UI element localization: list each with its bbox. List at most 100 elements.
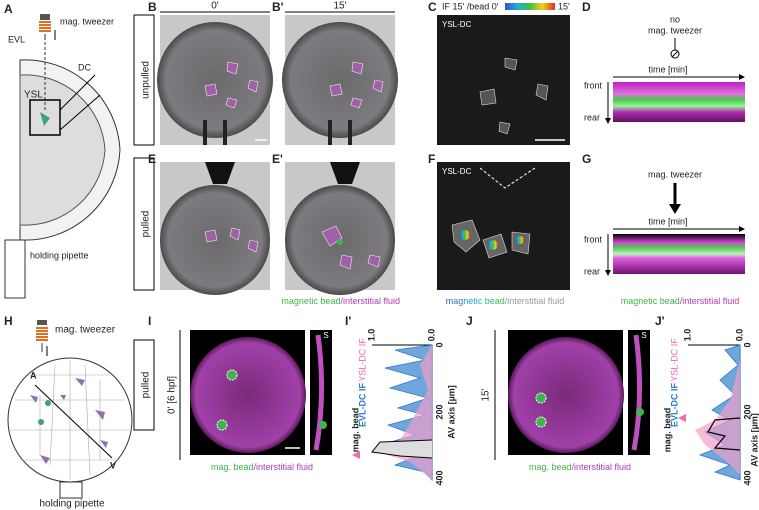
pipette	[223, 120, 227, 145]
row-label: unpulled	[141, 61, 152, 99]
panel-label: B	[148, 0, 157, 14]
side-profile	[313, 334, 325, 451]
front-label: front	[584, 234, 603, 244]
yolk	[19, 74, 106, 226]
panel-label: D	[582, 0, 591, 14]
holding-pipette	[4, 239, 26, 299]
side-label: S	[323, 331, 328, 340]
row-label: pulled	[141, 211, 152, 238]
bead	[319, 421, 327, 429]
if-regions	[479, 57, 549, 135]
text: /interstitial fluid	[254, 462, 314, 472]
tick-label: 400	[434, 470, 444, 485]
embryo-image	[157, 22, 273, 138]
bead-profile	[707, 417, 741, 451]
text: magnetic bead	[281, 296, 340, 306]
front-label: front	[584, 80, 603, 90]
arrowhead	[669, 204, 681, 214]
tweezer-coil	[39, 21, 51, 32]
pipette	[328, 120, 332, 145]
arrowhead	[605, 270, 611, 276]
bead	[38, 419, 44, 425]
text: /interstitial fluid	[505, 296, 565, 306]
time-label: 0'	[211, 1, 219, 12]
colorbar	[505, 3, 555, 10]
tweezer-tip	[205, 162, 235, 184]
caption: mag. bead/interstitial fluid	[529, 462, 631, 472]
time-label: 15'	[333, 1, 346, 12]
condition: mag. tweezer	[648, 25, 702, 35]
axis-label: AV axis [µm]	[446, 385, 456, 439]
legend-evl: EVL-DC IF	[669, 382, 679, 427]
panel-label: J'	[655, 314, 665, 328]
caption: mag. bead/interstitial fluid	[211, 462, 313, 472]
row-box	[133, 157, 155, 291]
holding-pipette	[59, 481, 83, 499]
av-axis	[34, 384, 113, 459]
if-regions	[321, 225, 381, 270]
if-patches	[30, 378, 108, 464]
tweezer-handle	[37, 320, 47, 325]
time-label: 15'	[481, 388, 492, 401]
panel-label: I'	[345, 314, 351, 328]
colorbar-title: IF 15' /bead 0'	[442, 1, 499, 11]
text: /interstitial fluid	[680, 296, 740, 306]
pipette	[348, 120, 352, 145]
embryo-image	[190, 337, 306, 453]
tweezer-handle	[40, 14, 50, 20]
x-axis-label: time [min]	[648, 64, 687, 74]
tick-label: 0	[434, 342, 444, 347]
rear-label: rear	[584, 112, 600, 122]
vegetal-pole: V	[110, 460, 116, 470]
legend-ysl: YSL-DC IF	[357, 338, 367, 382]
tick-label: 200	[742, 404, 752, 419]
pipette-label: holding pipette	[39, 499, 104, 510]
x-axis-label: time [min]	[648, 216, 687, 226]
text: /interstitial fluid	[572, 462, 632, 472]
embryo-image	[508, 337, 624, 453]
condition: no	[670, 14, 680, 24]
caption: magnetic bead/interstitial fluid	[446, 296, 565, 306]
text: /interstitial fluid	[340, 296, 400, 306]
time-label: 0' [6 hpf]	[167, 376, 178, 414]
pipette	[203, 120, 207, 145]
row-box	[133, 339, 155, 431]
arrowhead	[605, 118, 611, 124]
panel-label: E	[148, 152, 156, 166]
if-regions	[204, 61, 259, 109]
legend-evl: EVL-DC IF	[357, 382, 367, 427]
caption: magnetic bead/interstitial fluid	[621, 296, 740, 306]
bead	[40, 112, 50, 126]
rear-label: rear	[584, 266, 600, 276]
pointer	[59, 94, 101, 131]
colorbar-end: 15'	[558, 1, 570, 11]
bead	[337, 239, 343, 245]
panel-label: F	[428, 152, 435, 166]
bead	[226, 369, 238, 381]
bead	[636, 408, 644, 416]
pipette-label: holding pipette	[30, 250, 89, 260]
bead	[535, 416, 547, 428]
legend-bead: mag. bead	[350, 408, 360, 453]
side-label: S	[641, 331, 646, 340]
beads	[460, 230, 524, 250]
arrowhead	[739, 74, 745, 80]
tick-label: 1.0	[682, 329, 692, 342]
condition: mag. tweezer	[648, 169, 702, 179]
region-label: YSL-DC	[442, 167, 472, 176]
axis-label: AV axis [µm]	[749, 413, 759, 467]
no-icon	[671, 50, 679, 58]
cells	[10, 360, 130, 480]
panel-label: H	[4, 314, 13, 328]
tick-label: 0.0	[734, 329, 744, 342]
region-label: YSL-DC	[442, 20, 472, 29]
panel-label: B'	[272, 0, 284, 14]
legend-bead: mag. bead	[662, 408, 672, 453]
panel-label: E'	[272, 152, 283, 166]
marker	[352, 451, 360, 459]
tweezer-coil	[36, 327, 48, 341]
tweezer-tip	[330, 162, 360, 184]
panel-label: G	[582, 152, 591, 166]
bead	[535, 392, 547, 404]
legend-ysl: YSL-DC IF	[669, 338, 679, 382]
